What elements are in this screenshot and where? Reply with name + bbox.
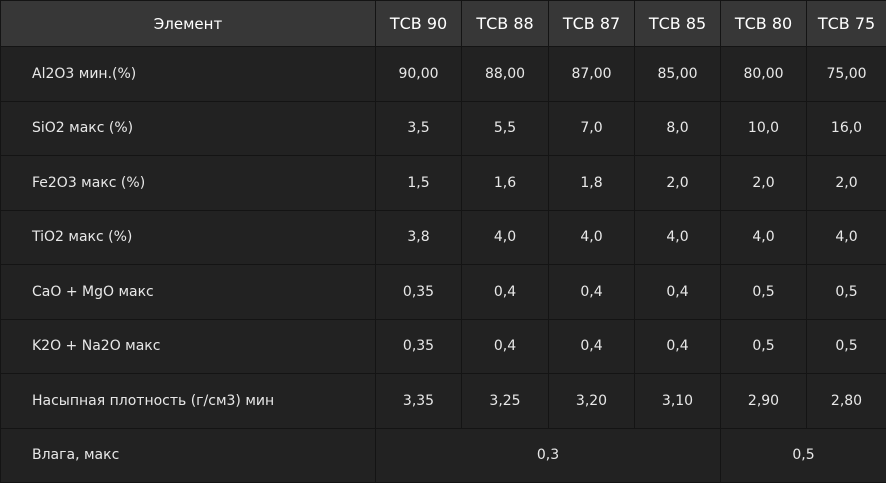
table-cell: 87,00 xyxy=(549,47,635,102)
table-cell: 75,00 xyxy=(807,47,886,102)
table-cell: 5,5 xyxy=(462,101,549,156)
table-row: TiO2 макс (%) 3,8 4,0 4,0 4,0 4,0 4,0 xyxy=(1,210,886,265)
header-tsv-75: ТСВ 75 xyxy=(807,1,886,47)
table-cell: 16,0 xyxy=(807,101,886,156)
table-cell: 3,20 xyxy=(549,374,635,429)
table-cell: 2,80 xyxy=(807,374,886,429)
table-cell: 8,0 xyxy=(635,101,721,156)
header-tsv-90: ТСВ 90 xyxy=(376,1,462,47)
row-label: Al2O3 мин.(%) xyxy=(1,47,376,102)
header-tsv-80: ТСВ 80 xyxy=(721,1,807,47)
header-element: Элемент xyxy=(1,1,376,47)
table-row: Насыпная плотность (г/см3) мин 3,35 3,25… xyxy=(1,374,886,429)
row-label: Fe2O3 макс (%) xyxy=(1,156,376,211)
row-label: TiO2 макс (%) xyxy=(1,210,376,265)
table-cell: 1,5 xyxy=(376,156,462,211)
row-label: K2O + Na2O макс xyxy=(1,319,376,374)
table-cell: 3,8 xyxy=(376,210,462,265)
table-cell: 0,4 xyxy=(635,265,721,320)
table-cell: 1,6 xyxy=(462,156,549,211)
table-cell: 10,0 xyxy=(721,101,807,156)
table-cell: 4,0 xyxy=(462,210,549,265)
table-header-row: Элемент ТСВ 90 ТСВ 88 ТСВ 87 ТСВ 85 ТСВ … xyxy=(1,1,886,47)
table-cell: 88,00 xyxy=(462,47,549,102)
table-row: SiO2 макс (%) 3,5 5,5 7,0 8,0 10,0 16,0 xyxy=(1,101,886,156)
table-cell: 2,90 xyxy=(721,374,807,429)
table-cell: 4,0 xyxy=(721,210,807,265)
table-row-moisture: Влага, макс 0,3 0,5 xyxy=(1,428,886,483)
table-row: Fe2O3 макс (%) 1,5 1,6 1,8 2,0 2,0 2,0 xyxy=(1,156,886,211)
table-cell: 2,0 xyxy=(635,156,721,211)
table-cell: 80,00 xyxy=(721,47,807,102)
table-cell: 1,8 xyxy=(549,156,635,211)
table-cell: 3,25 xyxy=(462,374,549,429)
table-cell: 0,5 xyxy=(721,319,807,374)
table-cell: 2,0 xyxy=(807,156,886,211)
table-cell: 85,00 xyxy=(635,47,721,102)
row-label: Насыпная плотность (г/см3) мин xyxy=(1,374,376,429)
moisture-value-group-2: 0,5 xyxy=(721,428,886,483)
table-cell: 0,5 xyxy=(807,265,886,320)
table-cell: 4,0 xyxy=(549,210,635,265)
header-tsv-88: ТСВ 88 xyxy=(462,1,549,47)
table-cell: 0,4 xyxy=(549,319,635,374)
header-tsv-87: ТСВ 87 xyxy=(549,1,635,47)
table-cell: 0,35 xyxy=(376,265,462,320)
row-label: CaO + MgO макс xyxy=(1,265,376,320)
table-cell: 0,5 xyxy=(721,265,807,320)
table-cell: 90,00 xyxy=(376,47,462,102)
table-cell: 0,35 xyxy=(376,319,462,374)
table-cell: 4,0 xyxy=(807,210,886,265)
table-cell: 7,0 xyxy=(549,101,635,156)
table-cell: 3,10 xyxy=(635,374,721,429)
table-cell: 0,4 xyxy=(635,319,721,374)
table-row: CaO + MgO макс 0,35 0,4 0,4 0,4 0,5 0,5 xyxy=(1,265,886,320)
table-row: K2O + Na2O макс 0,35 0,4 0,4 0,4 0,5 0,5 xyxy=(1,319,886,374)
table-cell: 3,5 xyxy=(376,101,462,156)
table-cell: 4,0 xyxy=(635,210,721,265)
table-cell: 2,0 xyxy=(721,156,807,211)
row-label: SiO2 макс (%) xyxy=(1,101,376,156)
moisture-value-group-1: 0,3 xyxy=(376,428,721,483)
table-cell: 3,35 xyxy=(376,374,462,429)
table-cell: 0,4 xyxy=(462,265,549,320)
table-cell: 0,4 xyxy=(549,265,635,320)
table-cell: 0,5 xyxy=(807,319,886,374)
table-row: Al2O3 мин.(%) 90,00 88,00 87,00 85,00 80… xyxy=(1,47,886,102)
table-cell: 0,4 xyxy=(462,319,549,374)
header-tsv-85: ТСВ 85 xyxy=(635,1,721,47)
row-label: Влага, макс xyxy=(1,428,376,483)
